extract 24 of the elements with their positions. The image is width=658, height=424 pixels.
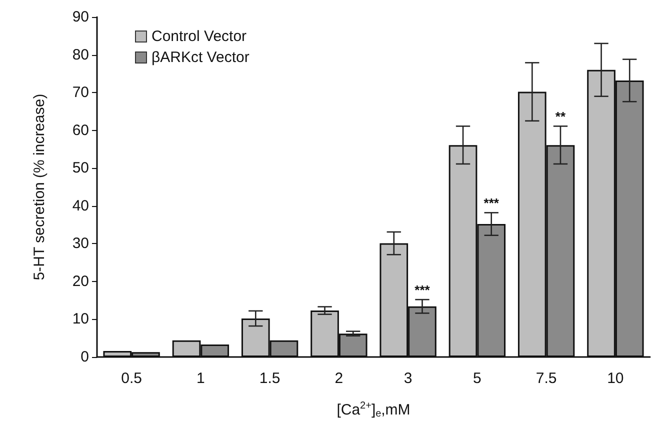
x-tick-label: 3 [404,370,412,387]
legend-label: βARKct Vector [152,49,250,66]
y-tick-label: 50 [72,160,89,177]
y-tick-label: 70 [72,84,89,102]
annotation: *** [484,196,500,211]
legend-label: Control Vector [152,28,247,45]
y-tick-label: 20 [72,272,89,290]
x-tick-label: 10 [607,370,624,387]
y-tick-label: 60 [72,122,89,139]
annotation: ** [555,109,566,124]
y-axis-title: 5-HT secretion (% increase) [31,94,48,280]
y-tick-label: 40 [72,197,89,214]
x-tick-label: 7.5 [536,370,557,387]
y-tick-label: 30 [72,235,89,252]
x-tick-label: 2 [334,370,344,387]
y-tick-label: 80 [72,46,89,64]
annotation: *** [414,282,431,298]
x-tick-label: 5 [473,370,482,387]
x-tick-label: 1.5 [259,370,280,387]
x-tick-label: 0.5 [121,370,142,387]
y-tick-label: 10 [72,310,89,328]
y-tick-label: 0 [80,348,89,366]
y-tick-label: 90 [72,8,89,26]
x-tick-label: 1 [196,370,205,387]
